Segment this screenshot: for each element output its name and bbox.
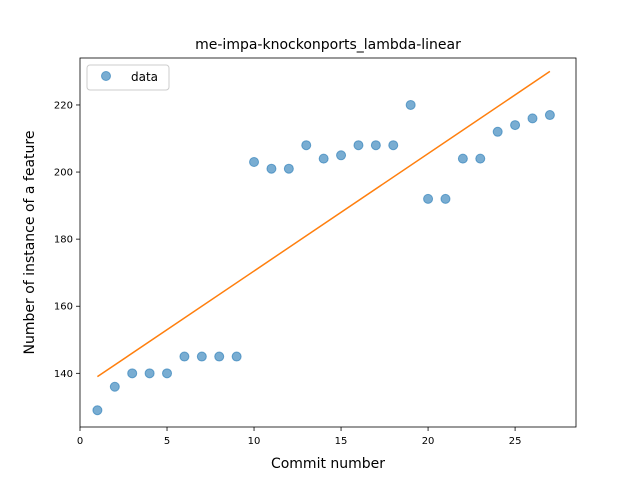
y-tick-label: 160	[54, 302, 73, 313]
linear-fit-line	[96, 70, 551, 378]
y-axis-ticks: 140 160 180 200 220	[54, 100, 80, 380]
data-point	[388, 140, 399, 151]
data-point	[266, 163, 277, 174]
data-point	[283, 163, 294, 174]
data-point	[475, 153, 486, 164]
data-point	[301, 140, 312, 151]
x-tick-label: 10	[248, 436, 261, 447]
data-point	[336, 150, 347, 161]
data-point	[527, 113, 538, 124]
data-point	[179, 351, 190, 362]
x-tick-label: 25	[509, 436, 522, 447]
legend: data	[86, 64, 170, 91]
y-tick-label: 200	[54, 168, 73, 179]
x-tick-label: 20	[422, 436, 435, 447]
data-point	[353, 140, 364, 151]
legend-marker-data	[101, 71, 111, 81]
x-tick-label: 5	[164, 436, 170, 447]
data-point	[440, 193, 451, 204]
y-axis-label: Number of instance of a feature	[22, 131, 38, 355]
data-point	[144, 368, 155, 379]
data-point	[318, 153, 329, 164]
data-point	[196, 351, 207, 362]
data-point	[249, 156, 260, 167]
data-point	[127, 368, 138, 379]
data-point	[510, 120, 521, 131]
data-point	[231, 351, 242, 362]
data-point	[457, 153, 468, 164]
x-tick-label: 15	[335, 436, 348, 447]
data-point	[214, 351, 225, 362]
legend-label-data: data	[131, 70, 158, 84]
y-tick-label: 220	[54, 100, 73, 111]
chart-title: me-impa-knockonports_lambda-linear	[195, 37, 461, 53]
y-tick-label: 180	[54, 235, 73, 246]
x-axis-ticks: 0 5 10 15 20 25	[77, 427, 522, 447]
data-point	[405, 99, 416, 110]
data-point	[423, 193, 434, 204]
data-point	[492, 126, 503, 137]
plot-area	[92, 70, 555, 416]
data-point	[370, 140, 381, 151]
x-tick-label: 0	[77, 436, 83, 447]
x-axis-label: Commit number	[271, 456, 385, 472]
data-point	[544, 110, 555, 121]
data-point	[109, 381, 120, 392]
data-point	[162, 368, 173, 379]
plot-frame	[79, 57, 577, 428]
y-tick-label: 140	[54, 369, 73, 380]
data-point	[92, 405, 103, 416]
